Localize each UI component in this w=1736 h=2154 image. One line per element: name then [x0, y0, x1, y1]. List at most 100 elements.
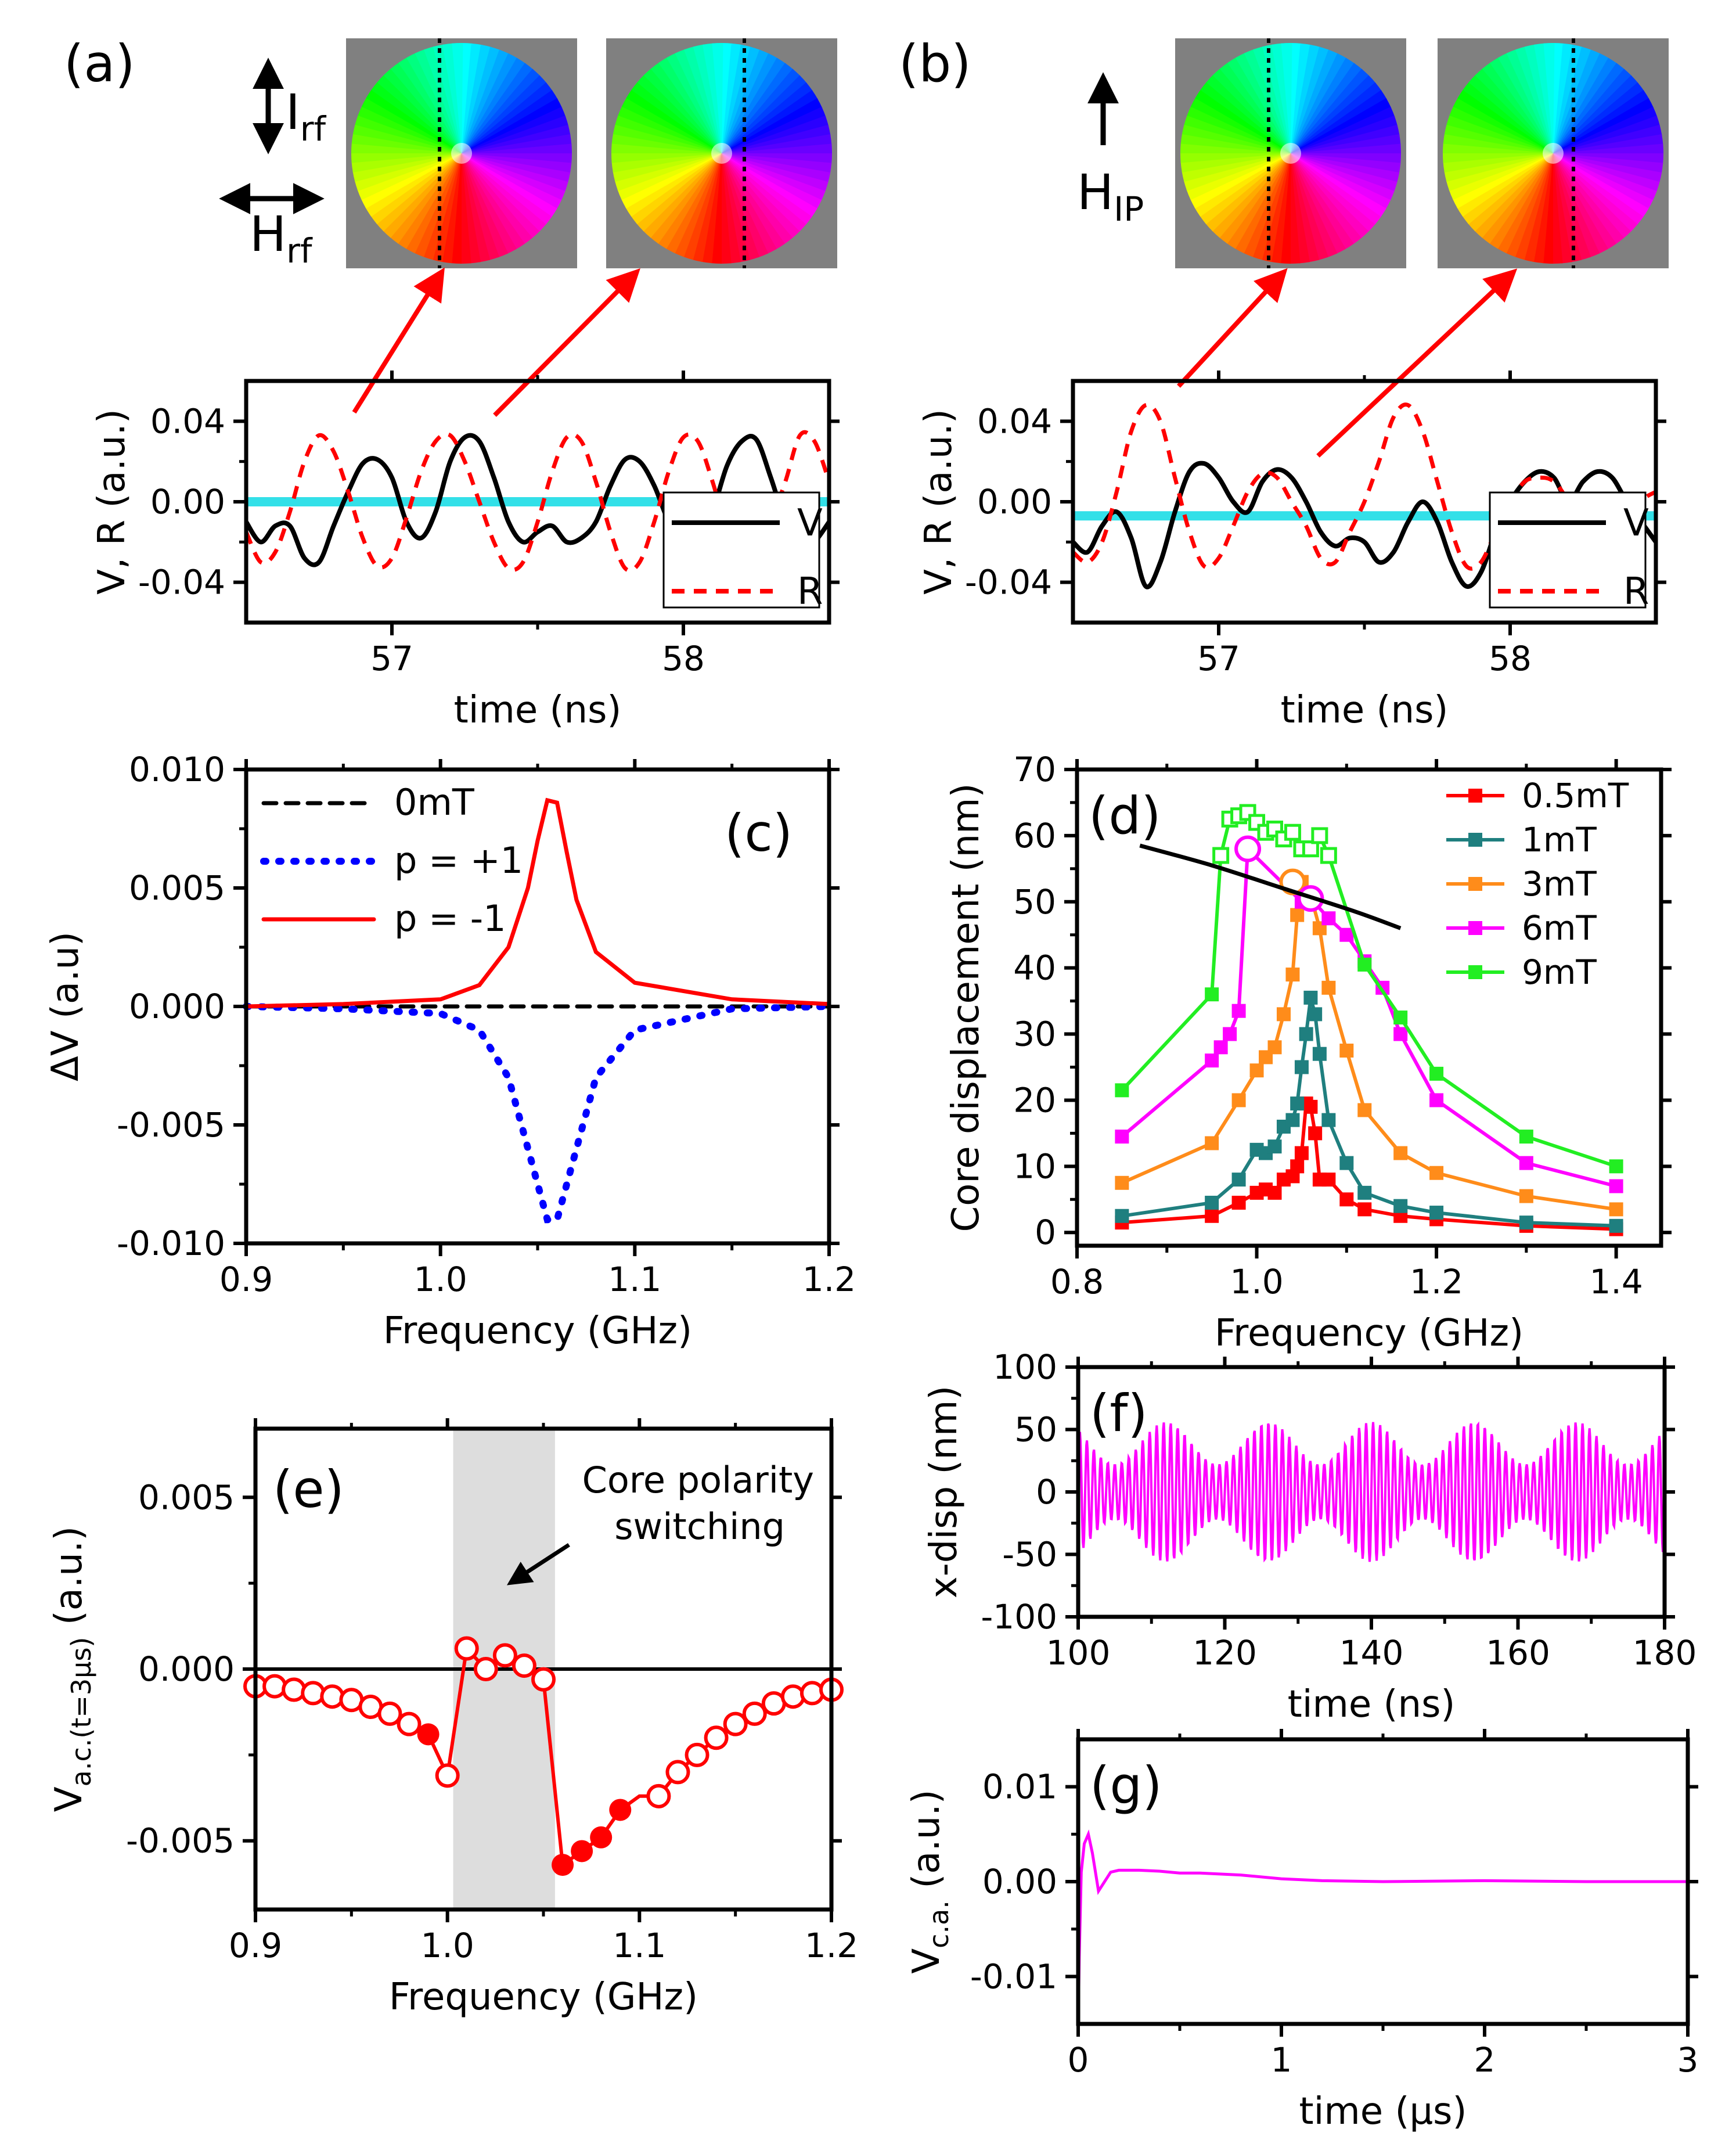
- wheel-wedge: [613, 153, 722, 182]
- wheel-wedge: [1242, 153, 1291, 257]
- wheel-wedge: [357, 153, 462, 200]
- data-point: [1231, 1004, 1246, 1018]
- wheel-wedge: [1281, 43, 1292, 153]
- axis-ticks: 0.8 1.0 1.2 1.4 0 10 20 30 40 50 60 70: [1013, 750, 1672, 1301]
- wheel-wedge: [462, 49, 510, 153]
- y-label-sub: a.c.(t=3μs): [66, 1637, 97, 1787]
- data-point: [1609, 1202, 1623, 1217]
- y-tick-label: 0.000: [129, 987, 225, 1026]
- x-tick-label: 140: [1339, 1633, 1404, 1673]
- data-point: [1312, 1047, 1327, 1061]
- x-axis-label: Frequency (GHz): [1215, 1312, 1523, 1355]
- x-tick-label: 57: [1197, 639, 1240, 678]
- wheel-wedge: [722, 153, 751, 262]
- wheel-wedge: [358, 105, 462, 153]
- panel-b-label: (b): [899, 34, 971, 94]
- data-point: [1339, 1044, 1354, 1058]
- wheel-wedge: [462, 143, 572, 155]
- wheel-wedge: [1496, 153, 1553, 254]
- wheel-wedge: [365, 153, 462, 217]
- x-tick-label: 1.2: [805, 1926, 858, 1965]
- data-point: [1302, 840, 1319, 858]
- wheel-wedge: [722, 53, 779, 154]
- open-point: [301, 1681, 326, 1706]
- x-tick-label: 1.0: [414, 1260, 467, 1299]
- data-point: [1357, 1202, 1372, 1217]
- pointer-arrows: [352, 267, 1518, 458]
- y-tick-label: -0.04: [965, 563, 1052, 602]
- wheel-wedge: [637, 74, 722, 153]
- wheel-wedge: [722, 82, 813, 153]
- data-point: [1115, 1083, 1129, 1098]
- panel-g-label: (g): [1090, 1756, 1162, 1815]
- wheel-wedge: [626, 88, 722, 153]
- x-tick-label: 0.9: [219, 1260, 273, 1299]
- plot-frame: [1071, 379, 1658, 625]
- data-point: [1285, 968, 1300, 982]
- y-axis-label: ΔV (a.u): [44, 932, 87, 1081]
- data-point: [1308, 1007, 1323, 1022]
- switch-point: [1234, 835, 1262, 862]
- wheel-wedge: [722, 153, 777, 254]
- wheel-wedge: [625, 153, 722, 217]
- wheel-wedge: [1253, 46, 1291, 153]
- wheel-wedge: [1291, 82, 1382, 153]
- wheel-wedge: [1291, 153, 1381, 226]
- axis-ticks: 57 58 -0.04 0.00 0.04: [965, 371, 1666, 678]
- data-point: [1205, 1195, 1219, 1210]
- plot-frame: [244, 767, 831, 1246]
- legend-label: p = -1: [394, 897, 506, 940]
- wheel-wedge: [722, 69, 801, 153]
- data-point: [1115, 1209, 1129, 1223]
- y-axis-label: x-disp (nm): [923, 1386, 966, 1599]
- data-point: [1249, 1063, 1264, 1078]
- data-point: [1519, 1156, 1533, 1170]
- wheel-wedge: [462, 153, 509, 258]
- wheel-wedge: [643, 67, 722, 154]
- wheel-wedge: [675, 49, 722, 154]
- x-tick-label: 1.1: [613, 1926, 666, 1965]
- wheel-wedge: [462, 153, 552, 226]
- plot-area: [243, 1429, 844, 1910]
- wheel-wedge: [1272, 43, 1291, 154]
- y-tick-label: 0.00: [150, 482, 225, 522]
- data-point: [1303, 1099, 1318, 1114]
- wheel-wedge: [1291, 153, 1362, 245]
- wheel-wedge: [722, 106, 826, 153]
- wheel-wedge: [1186, 153, 1291, 200]
- open-point: [531, 1667, 556, 1692]
- wheel-wedge: [722, 116, 829, 153]
- y-tick-label: 0.005: [138, 1477, 235, 1517]
- wheel-wedge: [1553, 153, 1631, 239]
- y-tick-label: 0.00: [977, 482, 1052, 522]
- pointer-arrow-a2: [493, 268, 640, 417]
- wheel-wedge: [462, 153, 517, 254]
- x-axis-label: time (ns): [1288, 1683, 1456, 1726]
- plot-area: [1077, 1421, 1665, 1563]
- wheel-wedge: [1291, 153, 1391, 210]
- wheel-wedge: [1490, 57, 1553, 153]
- vortex-core: [1543, 143, 1564, 164]
- x-tick-label: 1.2: [1410, 1262, 1463, 1301]
- wheel-wedge: [1553, 124, 1662, 153]
- wheel-wedge: [1553, 153, 1616, 250]
- wheel-wedge: [462, 153, 546, 233]
- open-point: [320, 1684, 345, 1709]
- wheel-wedge: [1553, 153, 1654, 210]
- wheel-wedge: [1291, 106, 1395, 153]
- wheel-wedge: [722, 153, 822, 210]
- wheel-wedge: [1534, 43, 1553, 154]
- wheel-wedge: [1553, 153, 1638, 233]
- in-plane-field-label: HIP: [1077, 164, 1144, 229]
- wheel-wedge: [1506, 49, 1553, 154]
- wheel-wedge: [1291, 153, 1320, 262]
- data-point: [1429, 1066, 1444, 1081]
- wheel-wedge: [722, 153, 741, 264]
- wheel-wedge: [1291, 75, 1377, 153]
- data-point: [1115, 1175, 1129, 1190]
- chart-panel-c: 0.9 1.0 1.1 1.2 -0.010 -0.005 0.000 0.005 0.010 F…: [44, 750, 856, 1353]
- x-tick-label: 120: [1193, 1633, 1257, 1673]
- panel-e-label: (e): [273, 1459, 344, 1519]
- wheel-wedge: [1475, 67, 1553, 154]
